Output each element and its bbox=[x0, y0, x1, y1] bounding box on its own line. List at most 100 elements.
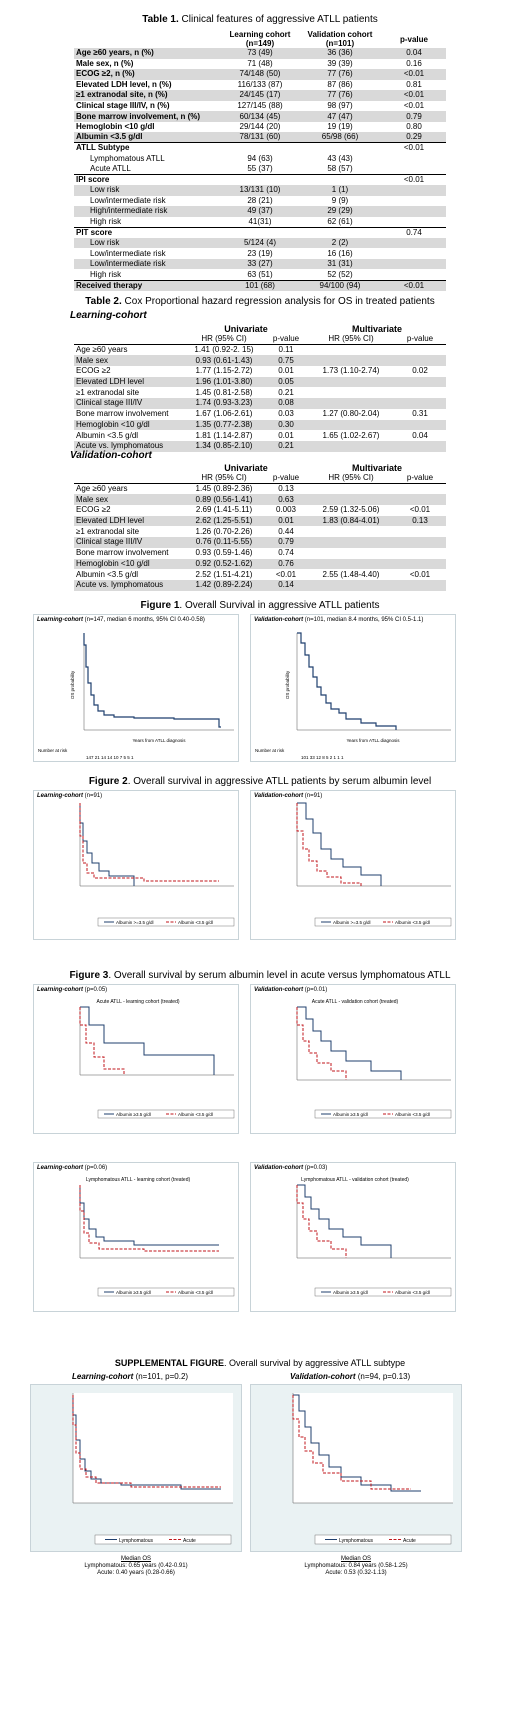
supp-left-median: Median OS Lymphomatous: 0.65 years (0.42… bbox=[84, 1556, 188, 1576]
table2-row: Hemoglobin <10 g/dl 1.35 (0.77-2.38) 0.30 bbox=[74, 419, 446, 431]
fig3-d-title: Validation-cohort (p=0.03) bbox=[254, 1165, 328, 1171]
svg-text:Acute: Acute bbox=[403, 1538, 416, 1544]
table2-row: Clinical stage III/IV 0.76 (0.11-5.55) 0.7… bbox=[74, 537, 446, 548]
fig2-right-title: Validation-cohort (n=91) bbox=[254, 793, 323, 799]
table1-row: ≥1 extranodal site, n (%) 24/145 (17) 77 (… bbox=[74, 90, 446, 101]
table1-row: ATLL Subtype <0.01 bbox=[74, 142, 446, 154]
svg-text:Albumin >=3.5 g/dl: Albumin >=3.5 g/dl bbox=[116, 920, 154, 925]
svg-text:Albumin ≥3.5 g/dl: Albumin ≥3.5 g/dl bbox=[116, 1112, 151, 1117]
svg-text:Albumin <3.5 g/dl: Albumin <3.5 g/dl bbox=[178, 1290, 213, 1295]
table1-row: IPI score <0.01 bbox=[74, 174, 446, 186]
supp-caption: SUPPLEMENTAL FIGURE. Overall survival by… bbox=[114, 1358, 406, 1368]
table1-row: ECOG ≥2, n (%) 74/148 (50) 77 (76) <0.01 bbox=[74, 69, 446, 80]
svg-text:Number at risk: Number at risk bbox=[255, 748, 285, 753]
table2-row: Albumin <3.5 g/dl 1.81 (1.14-2.87) 0.01 1.6… bbox=[76, 430, 428, 440]
svg-text:101 33 12 8 5 2 1: 101 33 12 8 5 2 1 1 1 bbox=[301, 755, 344, 760]
table2-row: ≥1 extranodal site 1.26 (0.70-2.26) 0.44 bbox=[76, 526, 294, 536]
table2-row: Elevated LDH level 2.62 (1.25-5.51) 0.01 1.… bbox=[74, 515, 446, 527]
supp-right-median: Median OS Lymphomatous: 0.84 years (0.58… bbox=[304, 1556, 408, 1576]
fig1-left-plot: Learning-cohort (n=147, median 6 months,… bbox=[33, 614, 239, 762]
supp-left-title: Learning-cohort (n=101, p=0.2) bbox=[72, 1372, 189, 1381]
table1-row: Low risk 5/124 (4) 2 (2) bbox=[74, 237, 446, 249]
t1-h3: p-value bbox=[399, 34, 428, 44]
table1-row: Clinical stage III/IV, n (%) 127/145 (88)… bbox=[76, 101, 425, 110]
svg-text:Years from ATLL diagnosis: Years from ATLL diagnosis bbox=[346, 738, 400, 743]
fig2-left-plot: Learning-cohort (n=91) Albumin >=3.5 g/d… bbox=[33, 790, 239, 940]
svg-text:Albumin <3.5 g/dl: Albumin <3.5 g/dl bbox=[395, 920, 430, 925]
svg-text:Lymphomatous: Lymphomatous bbox=[119, 1538, 153, 1544]
svg-text:Albumin ≥3.5 g/dl: Albumin ≥3.5 g/dl bbox=[333, 1112, 368, 1117]
svg-text:Acute: Acute bbox=[183, 1538, 196, 1544]
table2-row: ECOG ≥2 1.77 (1.15-2.72) 0.01 1.73 (1.10-2.… bbox=[76, 366, 428, 376]
supp-left-plot: Lymphomatous Acute bbox=[30, 1384, 242, 1552]
table2-row: Clinical stage III/IV 1.74 (0.93-3.23) 0.0… bbox=[74, 398, 446, 409]
table1-row: High risk 63 (51) 52 (52) bbox=[90, 269, 353, 279]
fig1-right-plot: Validation-cohort (n=101, median 8.4 mon… bbox=[250, 614, 456, 762]
t2-learning-label: Learning-cohort bbox=[70, 310, 147, 321]
svg-text:Albumin <3.5 g/dl: Albumin <3.5 g/dl bbox=[395, 1290, 430, 1295]
t1-h2: Validation cohort (n=101) bbox=[307, 30, 373, 48]
table2-row: Elevated LDH level 1.96 (1.01-3.80) 0.05 bbox=[74, 376, 446, 388]
table2-row: Age ≥60 years 1.45 (0.89-2.36) 0.13 bbox=[76, 484, 294, 494]
table1-row: Lymphomatous ATLL 94 (63) 43 (43) bbox=[90, 153, 353, 163]
svg-text:Number at risk: Number at risk bbox=[38, 748, 68, 753]
table2-row: ECOG ≥2 2.69 (1.41-5.11) 0.003 2.59 (1.32-5… bbox=[76, 505, 431, 515]
table1-row: Low/intermediate risk 23 (19) 16 (16) bbox=[90, 248, 353, 258]
table2-row: Bone marrow involvement 1.67 (1.06-2.61) 0… bbox=[76, 409, 428, 419]
table1: Learning cohort (n=149) Validation cohort(… bbox=[74, 30, 446, 291]
table2-row: Bone marrow involvement 0.93 (0.59-1.46) 0… bbox=[76, 548, 294, 558]
fig2-right-plot: Validation-cohort (n=91) Albumin >=3.5 g… bbox=[250, 790, 456, 940]
table2-row: Age ≥60 years 1.41 (0.92-2. 15) 0.11 bbox=[76, 345, 294, 355]
table1-row: Acute ATLL 55 (37) 58 (57) bbox=[90, 164, 353, 174]
table1-row: High/intermediate risk 49 (37) 29 (29) bbox=[74, 206, 446, 217]
table1-row: Low/intermediate risk 28 (21) 9 (9) bbox=[90, 195, 349, 205]
fig1-left-km: OS probability Years from ATLL diagnosis… bbox=[38, 633, 234, 760]
table1-row: Elevated LDH level, n (%) 116/133 (87) 87 … bbox=[76, 79, 422, 89]
svg-text:Acute ATLL - validation cohort: Acute ATLL - validation cohort (treated) bbox=[312, 999, 399, 1005]
table1-caption: Table 1. Clinical features of aggressive… bbox=[142, 14, 378, 25]
fig2-right-km: Albumin >=3.5 g/dl Albumin <3.5 g/dl bbox=[296, 802, 452, 927]
table2-row: Acute vs. lymphomatous 1.34 (0.85-2.10) 0.… bbox=[74, 440, 446, 452]
fig1-right-title: Validation-cohort (n=101, median 8.4 mon… bbox=[254, 617, 424, 623]
table1-row: Hemoglobin <10 g/dl 29/144 (20) 19 (19) 0.8… bbox=[76, 122, 422, 132]
table1-row: Low/intermediate risk 33 (27) 31 (31) bbox=[74, 258, 446, 270]
table2-row: Acute vs. lymphomatous 1.42 (0.89-2.24) 0.… bbox=[74, 579, 446, 591]
table1-row: Male sex, n (%) 71 (48) 39 (39) 0.16 bbox=[76, 58, 422, 68]
fig3-a-title: Learning-cohort (p=0.05) bbox=[37, 987, 108, 993]
fig3-d-plot: Validation-cohort (p=0.03) Lymphomatous … bbox=[250, 1162, 456, 1312]
fig1-caption: Figure 1. Overall Survival in aggressive… bbox=[140, 600, 380, 611]
table2-row: ≥1 extranodal site 1.45 (0.81-2.58) 0.21 bbox=[76, 387, 294, 397]
svg-text:Lymphomatous ATLL - validation: Lymphomatous ATLL - validation cohort (t… bbox=[301, 1177, 409, 1183]
fig3-c-km: Lymphomatous ATLL - learning cohort (tre… bbox=[79, 1177, 235, 1297]
fig2-caption: Figure 2. Overall survival in aggressive… bbox=[88, 776, 432, 787]
table2-row: Albumin <3.5 g/dl 2.52 (1.51-4.21) <0.01 2.… bbox=[76, 569, 431, 579]
fig3-b-title: Validation-cohort (p=0.01) bbox=[254, 987, 328, 993]
fig3-c-plot: Learning-cohort (p=0.06) Lymphomatous AT… bbox=[33, 1162, 239, 1312]
svg-text:Albumin ≥3.5 g/dl: Albumin ≥3.5 g/dl bbox=[333, 1290, 368, 1295]
t1-h1: Learning cohort (n=149) bbox=[229, 30, 291, 48]
fig3-c-title: Learning-cohort (p=0.06) bbox=[37, 1165, 108, 1171]
table1-row: High risk 41(31) 62 (61) bbox=[90, 216, 353, 226]
supp-right-km: Lymphomatous Acute bbox=[292, 1393, 453, 1545]
fig3-a-km: Acute ATLL - learning cohort (treated) A… bbox=[79, 999, 235, 1119]
table2-caption: Table 2. Cox Proportional hazard regress… bbox=[85, 296, 435, 307]
table1-row: PIT score 0.74 bbox=[74, 226, 446, 238]
table1-header: Learning cohort (n=149) Validation cohort(… bbox=[74, 30, 446, 48]
svg-text:Lymphomatous ATLL - learning c: Lymphomatous ATLL - learning cohort (tre… bbox=[86, 1177, 191, 1183]
table1-row: Bone marrow involvement, n (%) 60/134 (45… bbox=[74, 111, 446, 122]
svg-text:Albumin ≥3.5 g/dl: Albumin ≥3.5 g/dl bbox=[116, 1290, 151, 1295]
fig3-caption: Figure 3. Overall survival by serum albu… bbox=[69, 970, 451, 981]
fig3-b-km: Acute ATLL - validation cohort (treated)… bbox=[296, 999, 452, 1119]
svg-text:OS probability: OS probability bbox=[70, 670, 75, 699]
fig3-a-plot: Learning-cohort (p=0.05) Acute ATLL - le… bbox=[33, 984, 239, 1134]
supp-right-title: Validation-cohort (n=94, p=0.13) bbox=[290, 1372, 411, 1381]
fig1-right-km: OS probability Years from ATLL diagnosis… bbox=[255, 632, 451, 760]
svg-text:Acute ATLL - learning cohort (: Acute ATLL - learning cohort (treated) bbox=[96, 999, 179, 1005]
supp-left-km: Lymphomatous Acute bbox=[72, 1393, 233, 1545]
fig2-left-km: Albumin >=3.5 g/dl Albumin <3.5 g/dl bbox=[79, 803, 235, 927]
table1-row: Albumin <3.5 g/dl 78/131 (60) 65/98 (66) 0.… bbox=[74, 132, 446, 143]
svg-text:Albumin <3.5 g/dl: Albumin <3.5 g/dl bbox=[178, 1112, 213, 1117]
svg-text:Albumin <3.5 g/dl: Albumin <3.5 g/dl bbox=[178, 920, 213, 925]
svg-text:Albumin <3.5 g/dl: Albumin <3.5 g/dl bbox=[395, 1112, 430, 1117]
svg-text:OS probability: OS probability bbox=[285, 670, 290, 699]
